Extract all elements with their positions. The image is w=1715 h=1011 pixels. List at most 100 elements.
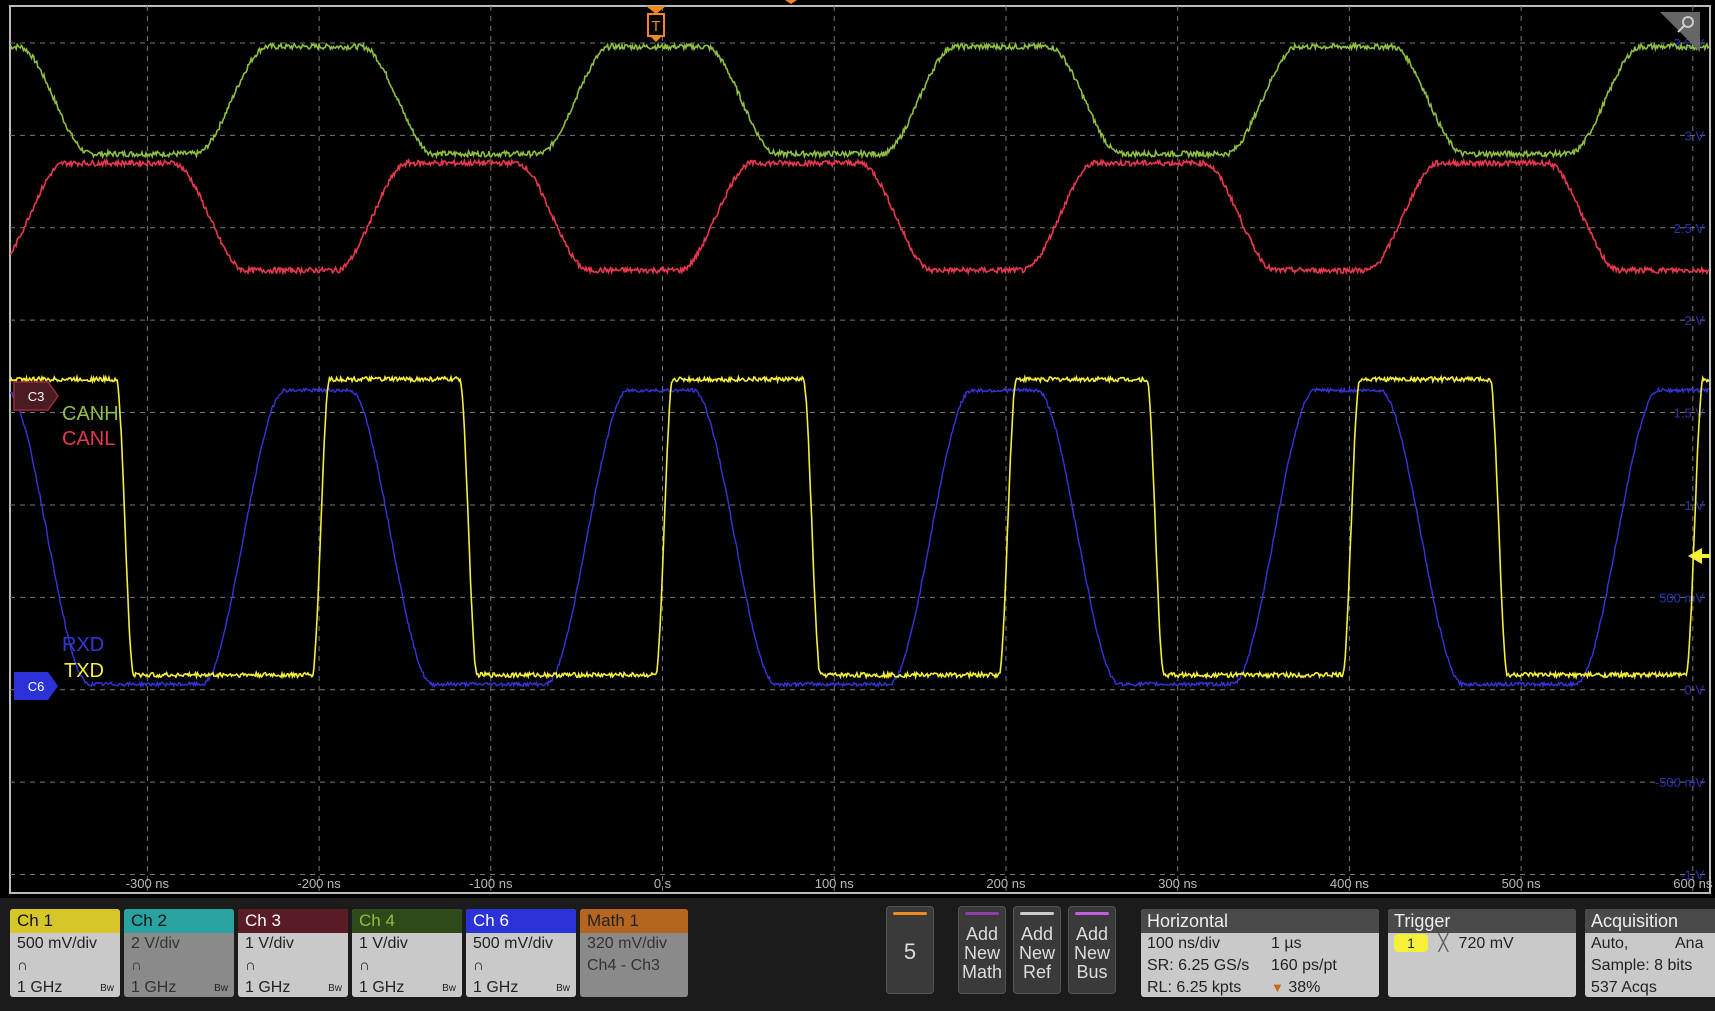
math1-expression: Ch4 - Ch3 [587, 957, 660, 974]
canh-trace [9, 41, 1710, 160]
canl-trace [10, 157, 1710, 276]
probe-icon: ∩ [131, 957, 142, 974]
x-axis-ticks: -300 ns -200 ns -100 ns 0 s 100 ns 200 ns 300 … [126, 876, 1713, 891]
ch3-badge[interactable]: Ch 3 1 V/div ∩ 1 GHz Bw [238, 909, 348, 997]
x-tick-label: -100 ns [469, 876, 513, 891]
y-tick-label: 2 V [1684, 313, 1704, 328]
edge-trigger-icon: ╳ [1438, 935, 1449, 952]
y-tick-label: 2.5 V [1674, 221, 1705, 236]
acquisition-count: 537 Acqs [1591, 979, 1657, 996]
acquisition-title: Acquisition [1585, 909, 1715, 933]
add-ref-label-1: Add [1020, 924, 1054, 944]
svg-text:C3: C3 [28, 389, 45, 404]
trigger-label: T [651, 18, 660, 35]
bandwidth-limit-icon: Bw [556, 983, 570, 994]
ch4-scale: 1 V/div [359, 935, 408, 952]
horizontal-panel[interactable]: Horizontal 100 ns/div 1 µs SR: 6.25 GS/s 1… [1141, 909, 1379, 997]
probe-icon: ∩ [17, 957, 28, 974]
x-tick-label: 200 ns [986, 876, 1026, 891]
math1-title: Math 1 [580, 909, 688, 933]
bandwidth-limit-icon: Bw [100, 983, 114, 994]
resolution: 160 ps/pt [1271, 957, 1337, 974]
y-tick-label: 1.5 V [1674, 406, 1705, 421]
ch4-badge[interactable]: Ch 4 1 V/div ∩ 1 GHz Bw [352, 909, 462, 997]
ch2-bandwidth: 1 GHz [131, 979, 177, 996]
trigger-position-marker[interactable]: T [646, 6, 666, 42]
x-tick-label: 500 ns [1502, 876, 1542, 891]
math1-badge[interactable]: Math 1 320 mV/div Ch4 - Ch3 [580, 909, 688, 997]
ch6-title: Ch 6 [466, 909, 576, 933]
add-new-ref-button[interactable]: Add New Ref [1013, 906, 1061, 994]
c3-badge[interactable]: C3 [13, 381, 59, 411]
ch2-badge[interactable]: Ch 2 2 V/div ∩ 1 GHz Bw [124, 909, 234, 997]
trigger-source-badge: 1 [1394, 934, 1428, 952]
canh-label: CANH [62, 403, 119, 425]
trigger-position-icon: ▼ [1271, 980, 1284, 995]
add-ref-label-2: New [1018, 943, 1055, 963]
y-tick-label: 500 mV [1659, 590, 1704, 605]
add-new-bus-button[interactable]: Add New Bus [1068, 906, 1116, 994]
add-new-math-button[interactable]: Add New Math [958, 906, 1006, 994]
txd-trace [9, 373, 1710, 681]
trigger-level: 720 mV [1458, 935, 1514, 952]
ch4-bandwidth: 1 GHz [359, 979, 405, 996]
x-tick-label: 0 s [654, 876, 672, 891]
ch6-badge[interactable]: Ch 6 500 mV/div ∩ 1 GHz Bw [466, 909, 576, 997]
acquisition-sample: Sample: 8 bits [1591, 957, 1693, 974]
trigger-title: Trigger [1388, 909, 1576, 933]
y-tick-label: 3 V [1684, 128, 1704, 143]
graticule-frame [9, 5, 1711, 894]
x-tick-label: 100 ns [815, 876, 855, 891]
traces [9, 41, 1710, 689]
bandwidth-limit-icon: Bw [442, 983, 456, 994]
ch6-bandwidth: 1 GHz [473, 979, 519, 996]
acquisition-count-button[interactable]: 5 [886, 906, 934, 994]
y-tick-label: -500 mV [1655, 775, 1704, 790]
horizontal-title: Horizontal [1141, 909, 1379, 933]
acquisition-mode: Auto, [1591, 935, 1629, 952]
add-bus-label-1: Add [1075, 924, 1109, 944]
probe-icon: ∩ [473, 957, 484, 974]
svg-text:C6: C6 [28, 679, 45, 694]
ch6-scale: 500 mV/div [473, 935, 554, 952]
ch1-bandwidth: 1 GHz [17, 979, 63, 996]
probe-icon: ∩ [359, 957, 370, 974]
canl-label: CANL [62, 428, 115, 450]
bandwidth-limit-icon: Bw [214, 983, 228, 994]
horizontal-scale: 100 ns/div [1147, 935, 1220, 952]
ch3-bandwidth: 1 GHz [245, 979, 291, 996]
count-value: 5 [903, 939, 917, 964]
x-tick-label: 400 ns [1330, 876, 1370, 891]
math1-scale: 320 mV/div [587, 935, 668, 952]
waveform-display[interactable]: -300 ns -200 ns -100 ns 0 s 100 ns 200 ns 300 … [0, 0, 1715, 898]
ch1-scale: 500 mV/div [17, 935, 98, 952]
ch1-title: Ch 1 [10, 909, 120, 933]
ch2-title: Ch 2 [124, 909, 234, 933]
y-tick-label: -1 V [1680, 868, 1704, 883]
sample-rate: SR: 6.25 GS/s [1147, 957, 1250, 974]
add-math-label-2: New [963, 943, 1000, 963]
ch4-title: Ch 4 [352, 909, 462, 933]
acquisition-mode-2: Ana [1675, 935, 1704, 952]
add-math-label-1: Add [965, 924, 999, 944]
c6-badge[interactable]: C6 [14, 672, 58, 700]
ch3-title: Ch 3 [238, 909, 348, 933]
ch2-scale: 2 V/div [131, 935, 180, 952]
bandwidth-limit-icon: Bw [328, 983, 342, 994]
probe-icon: ∩ [245, 957, 256, 974]
x-tick-label: 600 ns [1673, 876, 1713, 891]
ch1-badge[interactable]: Ch 1 500 mV/div ∩ 1 GHz Bw [10, 909, 120, 997]
add-math-label-3: Math [961, 962, 1003, 982]
trigger-level-arrow-icon[interactable] [1688, 548, 1702, 564]
top-marker-icon [785, 0, 797, 4]
acquisition-panel[interactable]: Acquisition Auto, Ana Sample: 8 bits 537 … [1585, 909, 1715, 997]
rxd-trace [9, 386, 1710, 689]
add-bus-label-2: New [1073, 943, 1110, 963]
record-length: RL: 6.25 kpts [1147, 979, 1242, 996]
zoom-corner-icon[interactable] [1660, 12, 1700, 52]
horizontal-position: 38% [1288, 979, 1321, 996]
trigger-panel[interactable]: Trigger 1 ╳ 720 mV [1388, 909, 1576, 997]
graticule-grid [10, 6, 1710, 893]
x-tick-label: 300 ns [1158, 876, 1198, 891]
txd-label: TXD [64, 660, 104, 682]
